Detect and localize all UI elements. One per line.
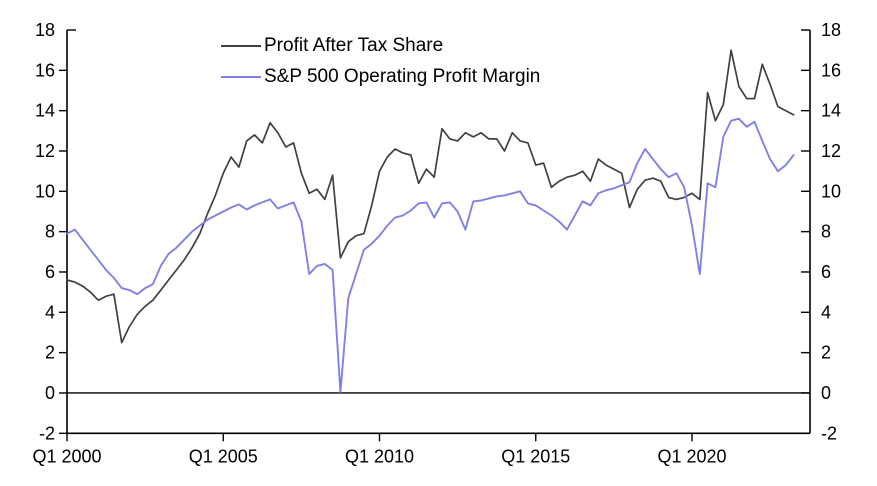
y-axis-left-label: 4 [45,302,55,322]
y-axis-right-label: 12 [821,141,841,161]
x-axis-label: Q1 2015 [501,446,570,466]
legend-item-sp500-operating-profit-margin: S&P 500 Operating Profit Margin [221,61,540,92]
y-axis-left-label: 8 [45,222,55,242]
y-axis-right-label: 4 [821,302,831,322]
y-axis-left-label: 0 [45,383,55,403]
y-axis-left-label: 10 [35,181,55,201]
chart-legend: Profit After Tax Share S&P 500 Operating… [221,30,540,92]
y-axis-left-label: 16 [35,60,55,80]
legend-line-swatch-purple [221,75,261,78]
y-axis-left-label: 6 [45,262,55,282]
y-axis-right-label: 8 [821,222,831,242]
y-axis-left-label: 18 [35,20,55,40]
y-axis-left-label: 12 [35,141,55,161]
y-axis-right-label: 2 [821,343,831,363]
legend-line-swatch-dark [221,44,261,47]
y-axis-right-label: 0 [821,383,831,403]
y-axis-right-label: 14 [821,101,841,121]
legend-label: S&P 500 Operating Profit Margin [264,66,541,87]
y-axis-right-label: -2 [821,423,837,443]
x-axis-label: Q1 2010 [345,446,414,466]
legend-label: Profit After Tax Share [264,35,444,56]
y-axis-left-label: -2 [39,423,55,443]
y-axis-right-label: 18 [821,20,841,40]
x-axis-label: Q1 2000 [32,446,101,466]
legend-item-profit-after-tax-share: Profit After Tax Share [221,30,540,61]
x-axis-label: Q1 2020 [657,446,726,466]
x-axis-label: Q1 2005 [189,446,258,466]
y-axis-right-label: 10 [821,181,841,201]
y-axis-right-label: 6 [821,262,831,282]
y-axis-left-label: 14 [35,101,55,121]
series-line-s-p-500-operating-profit-margin [66,117,795,393]
y-axis-right-label: 16 [821,60,841,80]
series-line-profit-after-tax-share [66,49,795,344]
y-axis-left-label: 2 [45,343,55,363]
